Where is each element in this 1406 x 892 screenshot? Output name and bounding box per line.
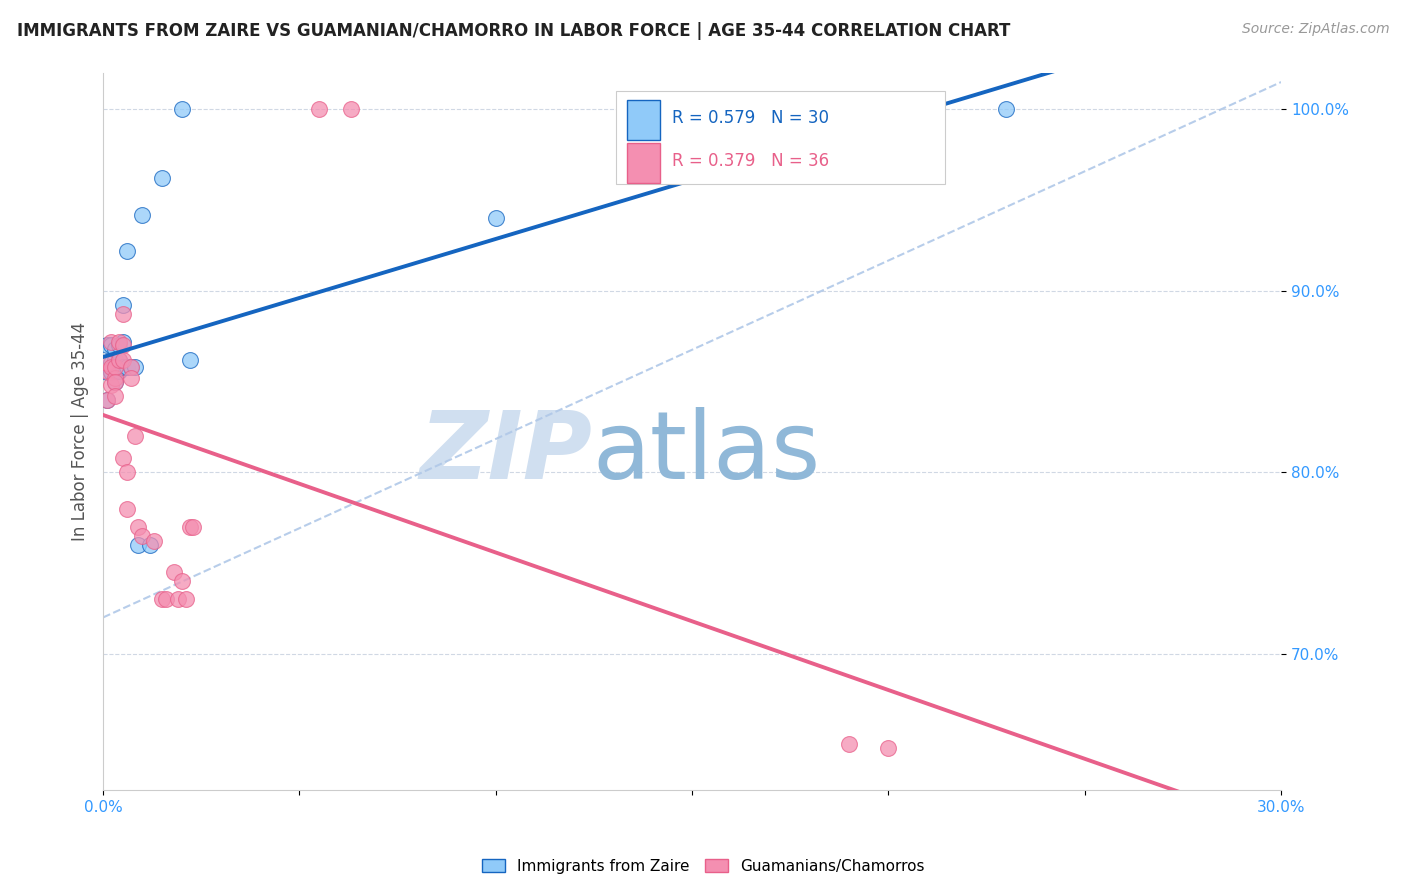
Point (166, 592, 188, 607)
Point (100, 378, 122, 392)
Point (339, 103, 361, 117)
Point (100, 359, 122, 374)
FancyBboxPatch shape (616, 91, 945, 184)
Point (131, 529, 153, 543)
Point (120, 359, 142, 374)
Point (96, 392, 118, 407)
Point (179, 519, 201, 533)
Point (100, 366, 122, 380)
Point (124, 429, 146, 443)
Point (183, 519, 205, 533)
Point (96, 338, 118, 352)
Point (96, 356, 118, 370)
Point (115, 465, 138, 479)
Point (120, 359, 142, 374)
Point (96, 363, 118, 377)
Point (124, 359, 146, 374)
FancyBboxPatch shape (627, 144, 661, 183)
Point (139, 538, 162, 552)
Point (108, 352, 131, 367)
Text: R = 0.579   N = 30: R = 0.579 N = 30 (672, 109, 830, 128)
Point (111, 352, 134, 367)
Point (111, 307, 134, 321)
Text: atlas: atlas (592, 407, 820, 499)
Point (100, 363, 122, 377)
Point (308, 103, 330, 117)
Point (104, 389, 127, 403)
Point (115, 244, 138, 258)
Point (174, 592, 197, 607)
Legend: Immigrants from Zaire, Guamanians/Chamorros: Immigrants from Zaire, Guamanians/Chamor… (475, 853, 931, 880)
Point (108, 338, 131, 352)
Point (143, 534, 166, 549)
Point (150, 171, 173, 186)
Point (96, 366, 118, 380)
Point (179, 352, 201, 367)
Point (163, 565, 186, 579)
Point (838, 738, 860, 752)
Point (111, 298, 134, 312)
Point (104, 375, 127, 389)
Point (155, 592, 177, 607)
Point (104, 371, 127, 385)
Point (104, 342, 127, 356)
Point (108, 334, 131, 349)
Point (115, 359, 138, 374)
Text: Source: ZipAtlas.com: Source: ZipAtlas.com (1241, 22, 1389, 37)
Point (131, 208, 153, 222)
Point (170, 103, 193, 117)
Text: ZIP: ZIP (419, 407, 592, 499)
Point (111, 338, 134, 352)
Point (111, 450, 134, 465)
Point (120, 371, 142, 385)
Point (96, 392, 118, 407)
Point (127, 538, 149, 552)
Point (111, 359, 134, 374)
Text: IMMIGRANTS FROM ZAIRE VS GUAMANIAN/CHAMORRO IN LABOR FORCE | AGE 35-44 CORRELATI: IMMIGRANTS FROM ZAIRE VS GUAMANIAN/CHAMO… (17, 22, 1011, 40)
Point (100, 356, 122, 370)
Point (115, 501, 138, 516)
Point (100, 338, 122, 352)
Text: R = 0.379   N = 36: R = 0.379 N = 36 (672, 153, 830, 170)
Point (104, 375, 127, 389)
Point (100, 334, 122, 349)
Point (104, 363, 127, 377)
FancyBboxPatch shape (627, 100, 661, 140)
Point (170, 574, 193, 588)
Point (127, 519, 149, 533)
Point (108, 363, 131, 377)
Point (995, 103, 1018, 117)
Point (104, 352, 127, 367)
Y-axis label: In Labor Force | Age 35-44: In Labor Force | Age 35-44 (72, 322, 89, 541)
Point (877, 741, 900, 756)
Point (111, 334, 134, 349)
Point (104, 363, 127, 377)
Point (485, 211, 508, 226)
Point (104, 359, 127, 374)
Point (108, 352, 131, 367)
Point (150, 592, 173, 607)
